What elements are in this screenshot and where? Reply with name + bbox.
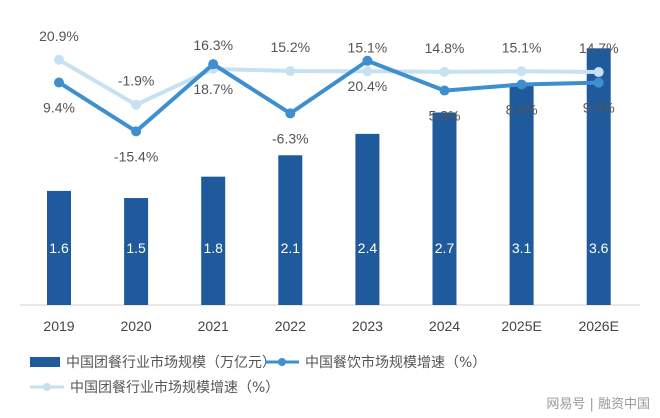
line-value-label: 15.2% <box>270 39 310 55</box>
legend-item-line2: 中国团餐行业市场规模增速（%） <box>30 377 279 397</box>
line-value-label: 9.3% <box>583 100 615 116</box>
series-point <box>131 99 142 110</box>
legend-swatch-line2 <box>30 383 64 391</box>
bar-value-label: 3.1 <box>512 240 532 256</box>
line-value-label: 9.4% <box>43 99 75 115</box>
series-point <box>54 77 64 88</box>
line-value-label: 5.3% <box>429 108 461 124</box>
watermark: 网易号 | 融资中国 <box>546 397 650 412</box>
line-value-label: -15.4% <box>114 148 158 164</box>
x-tick-label: 2026E <box>578 318 618 334</box>
bar-value-label: 3.6 <box>589 240 609 256</box>
line-value-label: 20.4% <box>348 78 388 94</box>
bar <box>201 176 226 305</box>
bar <box>586 48 611 305</box>
legend-label: 中国团餐行业市场规模增速（%） <box>70 380 280 396</box>
line-value-label: -6.3% <box>272 130 309 146</box>
series-point <box>54 54 64 65</box>
x-tick-label: 2024 <box>429 318 460 334</box>
chart-plot: 1.6 1.5 1.8 2.1 2.4 2.7 3.1 3.6 2019 2020 2021 2022… <box>20 28 640 334</box>
x-tick-label: 2022 <box>275 318 306 334</box>
series-line <box>57 58 599 107</box>
series-point <box>593 67 604 78</box>
bar <box>432 112 457 306</box>
x-tick-label: 2021 <box>198 318 229 334</box>
x-tick-label: 2023 <box>352 318 383 334</box>
series-point <box>516 79 527 90</box>
x-tick-label: 2019 <box>43 318 74 334</box>
line-value-label: 14.8% <box>425 40 465 56</box>
line-value-label: 15.1% <box>348 39 388 55</box>
line-value-label: 20.9% <box>39 28 79 44</box>
bar <box>509 83 534 305</box>
line-value-label: -1.9% <box>118 73 155 89</box>
line-value-label: 15.1% <box>502 39 542 55</box>
line-value-label: 16.3% <box>193 37 233 53</box>
series-point <box>593 77 604 88</box>
line-value-label: 8.4% <box>506 101 538 117</box>
series-point <box>131 126 142 137</box>
series-point <box>362 55 373 66</box>
bar <box>355 133 380 305</box>
series-point <box>285 66 296 77</box>
legend-label: 中国团餐行业市场规模（万亿元） <box>66 355 276 371</box>
legend-swatch-line1 <box>265 358 299 366</box>
line-value-label: 14.7% <box>579 40 619 56</box>
bar-value-label: 2.4 <box>358 240 378 256</box>
legend-item-bar: 中国团餐行业市场规模（万亿元） <box>30 352 276 372</box>
legend-item-line1: 中国餐饮市场规模增速（%） <box>265 352 486 372</box>
x-tick-label: 2020 <box>121 318 152 334</box>
bar-value-label: 1.8 <box>203 240 223 256</box>
legend-swatch-bar <box>30 357 60 367</box>
series-point <box>208 59 219 70</box>
line-value-label: 18.7% <box>193 81 233 97</box>
x-tick-label: 2025E <box>501 318 541 334</box>
bar-value-label: 1.6 <box>49 240 69 256</box>
bar <box>47 190 71 305</box>
series-point <box>285 108 296 119</box>
series-point <box>439 66 450 77</box>
bar <box>278 155 303 305</box>
series-line <box>57 58 599 134</box>
series-point <box>439 85 450 96</box>
series-point <box>516 66 527 77</box>
bar-value-label: 2.7 <box>435 240 455 256</box>
legend-label: 中国餐饮市场规模增速（%） <box>305 355 487 371</box>
series-point <box>362 66 373 77</box>
bar-value-label: 2.1 <box>281 240 301 256</box>
bar-value-label: 1.5 <box>126 240 146 256</box>
bar <box>124 198 149 305</box>
